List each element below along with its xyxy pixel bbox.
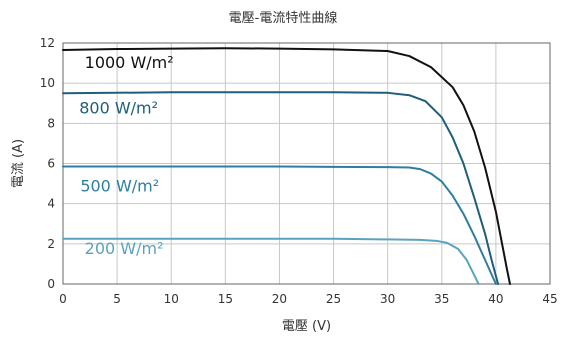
y-tick-label-0: 0 <box>47 277 55 291</box>
y-tick-label-4: 8 <box>47 116 55 130</box>
series-label-0: 1000 W/m² <box>85 53 174 72</box>
y-axis-label: 電流 (A) <box>11 139 26 188</box>
y-tick-label-1: 2 <box>47 237 55 251</box>
x-tick-label-9: 45 <box>542 292 557 306</box>
x-tick-label-8: 40 <box>488 292 503 306</box>
y-tick-label-6: 12 <box>40 36 55 50</box>
series-label-2: 500 W/m² <box>80 177 159 196</box>
chart-title: 電壓-電流特性曲線 <box>229 10 338 26</box>
x-tick-label-6: 30 <box>380 292 395 306</box>
labels-layer: 1000 W/m² 800 W/m² 500 W/m² 200 W/m² <box>79 53 173 258</box>
x-tick-label-4: 20 <box>272 292 287 306</box>
x-tick-label-2: 10 <box>164 292 179 306</box>
plot-frame <box>62 42 551 285</box>
ticks-layer: 0 5 10 15 20 25 30 35 40 45 0 2 4 6 8 10 12 <box>40 36 558 306</box>
x-tick-label-5: 25 <box>326 292 341 306</box>
series-line-0 <box>62 47 511 285</box>
y-tick-label-2: 4 <box>47 197 55 211</box>
series-layer <box>62 47 511 285</box>
y-tick-label-3: 6 <box>47 157 55 171</box>
x-tick-label-3: 15 <box>218 292 233 306</box>
x-tick-label-7: 35 <box>434 292 449 306</box>
series-label-3: 200 W/m² <box>85 239 164 258</box>
y-tick-label-5: 10 <box>40 76 55 90</box>
x-tick-label-0: 0 <box>59 292 67 306</box>
x-axis-label: 電壓 (V) <box>282 319 331 334</box>
series-label-1: 800 W/m² <box>79 98 158 117</box>
series-line-2 <box>62 165 497 285</box>
series-line-1 <box>62 91 500 285</box>
x-tick-label-1: 5 <box>113 292 121 306</box>
series-line-3 <box>62 237 480 285</box>
